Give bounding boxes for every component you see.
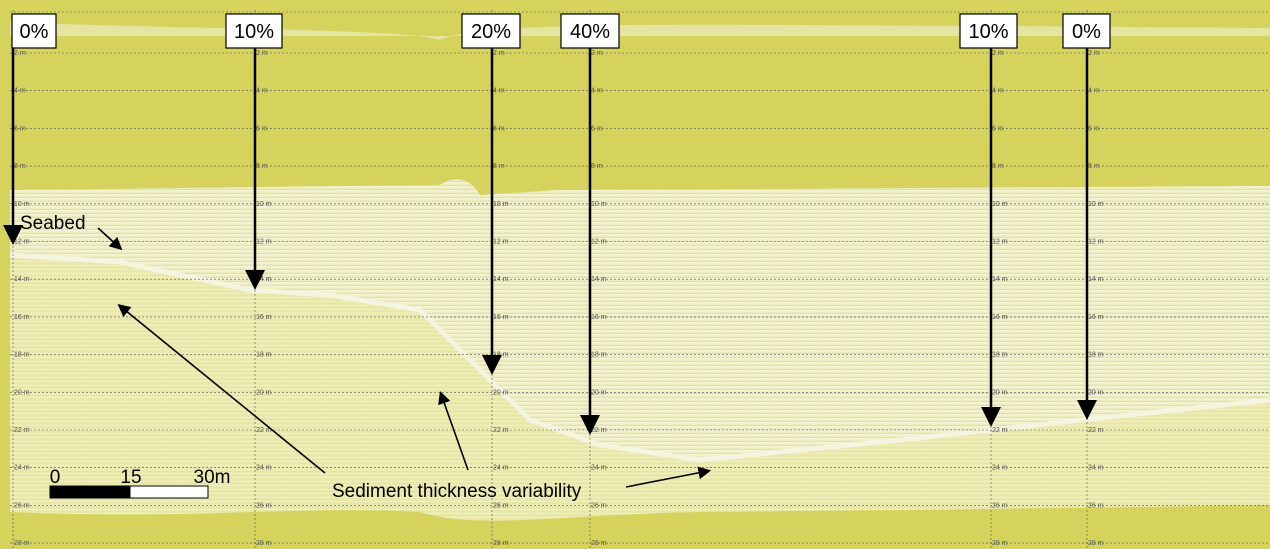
depth-label: 2 m	[1088, 50, 1100, 57]
depth-label: 16 m	[493, 314, 509, 321]
depth-label: 14 m	[14, 276, 30, 283]
depth-label: 12 m	[256, 239, 272, 246]
depth-label: 8 m	[1088, 163, 1100, 170]
depth-label: 26 m	[256, 502, 272, 509]
depth-label: 10 m	[256, 201, 272, 208]
depth-label: 18 m	[493, 352, 509, 359]
depth-label: 8 m	[992, 163, 1004, 170]
depth-label: 18 m	[591, 352, 607, 359]
depth-label: 18 m	[14, 352, 30, 359]
depth-label: 2 m	[256, 50, 268, 57]
depth-label: 12 m	[1088, 239, 1104, 246]
depth-label: 24 m	[14, 465, 30, 472]
depth-label: 4 m	[14, 88, 26, 95]
depth-label: 20 m	[493, 389, 509, 396]
scale-label: 30m	[194, 467, 231, 488]
depth-label: 20 m	[256, 389, 272, 396]
marker-label: 0%	[1072, 21, 1101, 43]
scale-bar-black	[50, 486, 130, 498]
depth-label: 26 m	[1088, 502, 1104, 509]
depth-label: 20 m	[14, 389, 30, 396]
depth-label: 2 m	[14, 50, 26, 57]
depth-label: 14 m	[1088, 276, 1104, 283]
depth-label: 24 m	[992, 465, 1008, 472]
depth-label: 12 m	[14, 239, 30, 246]
depth-label: 22 m	[14, 427, 30, 434]
sonar-profile: 2 m 2 m 2 m 2 m 2 m 2 m 4 m 4 m 4 m 4 m 4 m 4 m 6 m 6…	[0, 0, 1270, 549]
depth-label: 28 m	[493, 540, 509, 547]
depth-label: 12 m	[992, 239, 1008, 246]
marker-label: 10%	[968, 21, 1008, 43]
scale-bar-white	[130, 486, 208, 498]
depth-label: 26 m	[992, 502, 1008, 509]
depth-label: 26 m	[14, 502, 30, 509]
depth-label: 2 m	[992, 50, 1004, 57]
depth-label: 4 m	[1088, 88, 1100, 95]
depth-label: 22 m	[992, 427, 1008, 434]
depth-label: 16 m	[591, 314, 607, 321]
depth-label: 10 m	[992, 201, 1008, 208]
sediment-label: Sediment thickness variability	[332, 481, 582, 502]
depth-label: 28 m	[14, 540, 30, 547]
depth-label: 6 m	[1088, 125, 1100, 132]
depth-label: 24 m	[591, 465, 607, 472]
depth-label: 22 m	[493, 427, 509, 434]
depth-label: 2 m	[493, 50, 505, 57]
depth-label: 22 m	[1088, 427, 1104, 434]
depth-label: 10 m	[1088, 201, 1104, 208]
depth-label: 4 m	[591, 88, 603, 95]
depth-label: 12 m	[493, 239, 509, 246]
seabed-label: Seabed	[20, 213, 86, 234]
depth-label: 6 m	[14, 125, 26, 132]
depth-label: 8 m	[493, 163, 505, 170]
marker-label: 20%	[471, 21, 511, 43]
depth-label: 20 m	[992, 389, 1008, 396]
scale-label: 0	[50, 467, 61, 488]
depth-label: 16 m	[992, 314, 1008, 321]
depth-label: 6 m	[992, 125, 1004, 132]
depth-label: 20 m	[1088, 389, 1104, 396]
depth-label: 4 m	[992, 88, 1004, 95]
depth-label: 28 m	[591, 540, 607, 547]
depth-label: 28 m	[256, 540, 272, 547]
depth-label: 6 m	[493, 125, 505, 132]
depth-label: 8 m	[591, 163, 603, 170]
depth-label: 10 m	[493, 201, 509, 208]
depth-label: 28 m	[992, 540, 1008, 547]
depth-label: 2 m	[591, 50, 603, 57]
depth-label: 6 m	[591, 125, 603, 132]
depth-label: 26 m	[591, 502, 607, 509]
depth-label: 24 m	[256, 465, 272, 472]
depth-label: 22 m	[591, 427, 607, 434]
scale-label: 15	[120, 467, 141, 488]
depth-label: 18 m	[992, 352, 1008, 359]
depth-label: 14 m	[256, 276, 272, 283]
depth-label: 10 m	[14, 201, 30, 208]
depth-label: 8 m	[14, 163, 26, 170]
depth-label: 20 m	[591, 389, 607, 396]
depth-label: 28 m	[1088, 540, 1104, 547]
marker-label: 0%	[20, 21, 49, 43]
depth-label: 14 m	[493, 276, 509, 283]
depth-label: 16 m	[256, 314, 272, 321]
depth-label: 14 m	[591, 276, 607, 283]
marker-label: 10%	[234, 21, 274, 43]
depth-label: 4 m	[256, 88, 268, 95]
depth-label: 16 m	[14, 314, 30, 321]
depth-label: 8 m	[256, 163, 268, 170]
depth-label: 12 m	[591, 239, 607, 246]
depth-label: 6 m	[256, 125, 268, 132]
depth-label: 4 m	[493, 88, 505, 95]
depth-label: 14 m	[992, 276, 1008, 283]
marker-label: 40%	[570, 21, 610, 43]
depth-label: 24 m	[1088, 465, 1104, 472]
depth-label: 18 m	[256, 352, 272, 359]
depth-label: 18 m	[1088, 352, 1104, 359]
depth-label: 24 m	[493, 465, 509, 472]
depth-label: 16 m	[1088, 314, 1104, 321]
depth-label: 26 m	[493, 502, 509, 509]
depth-label: 10 m	[591, 201, 607, 208]
